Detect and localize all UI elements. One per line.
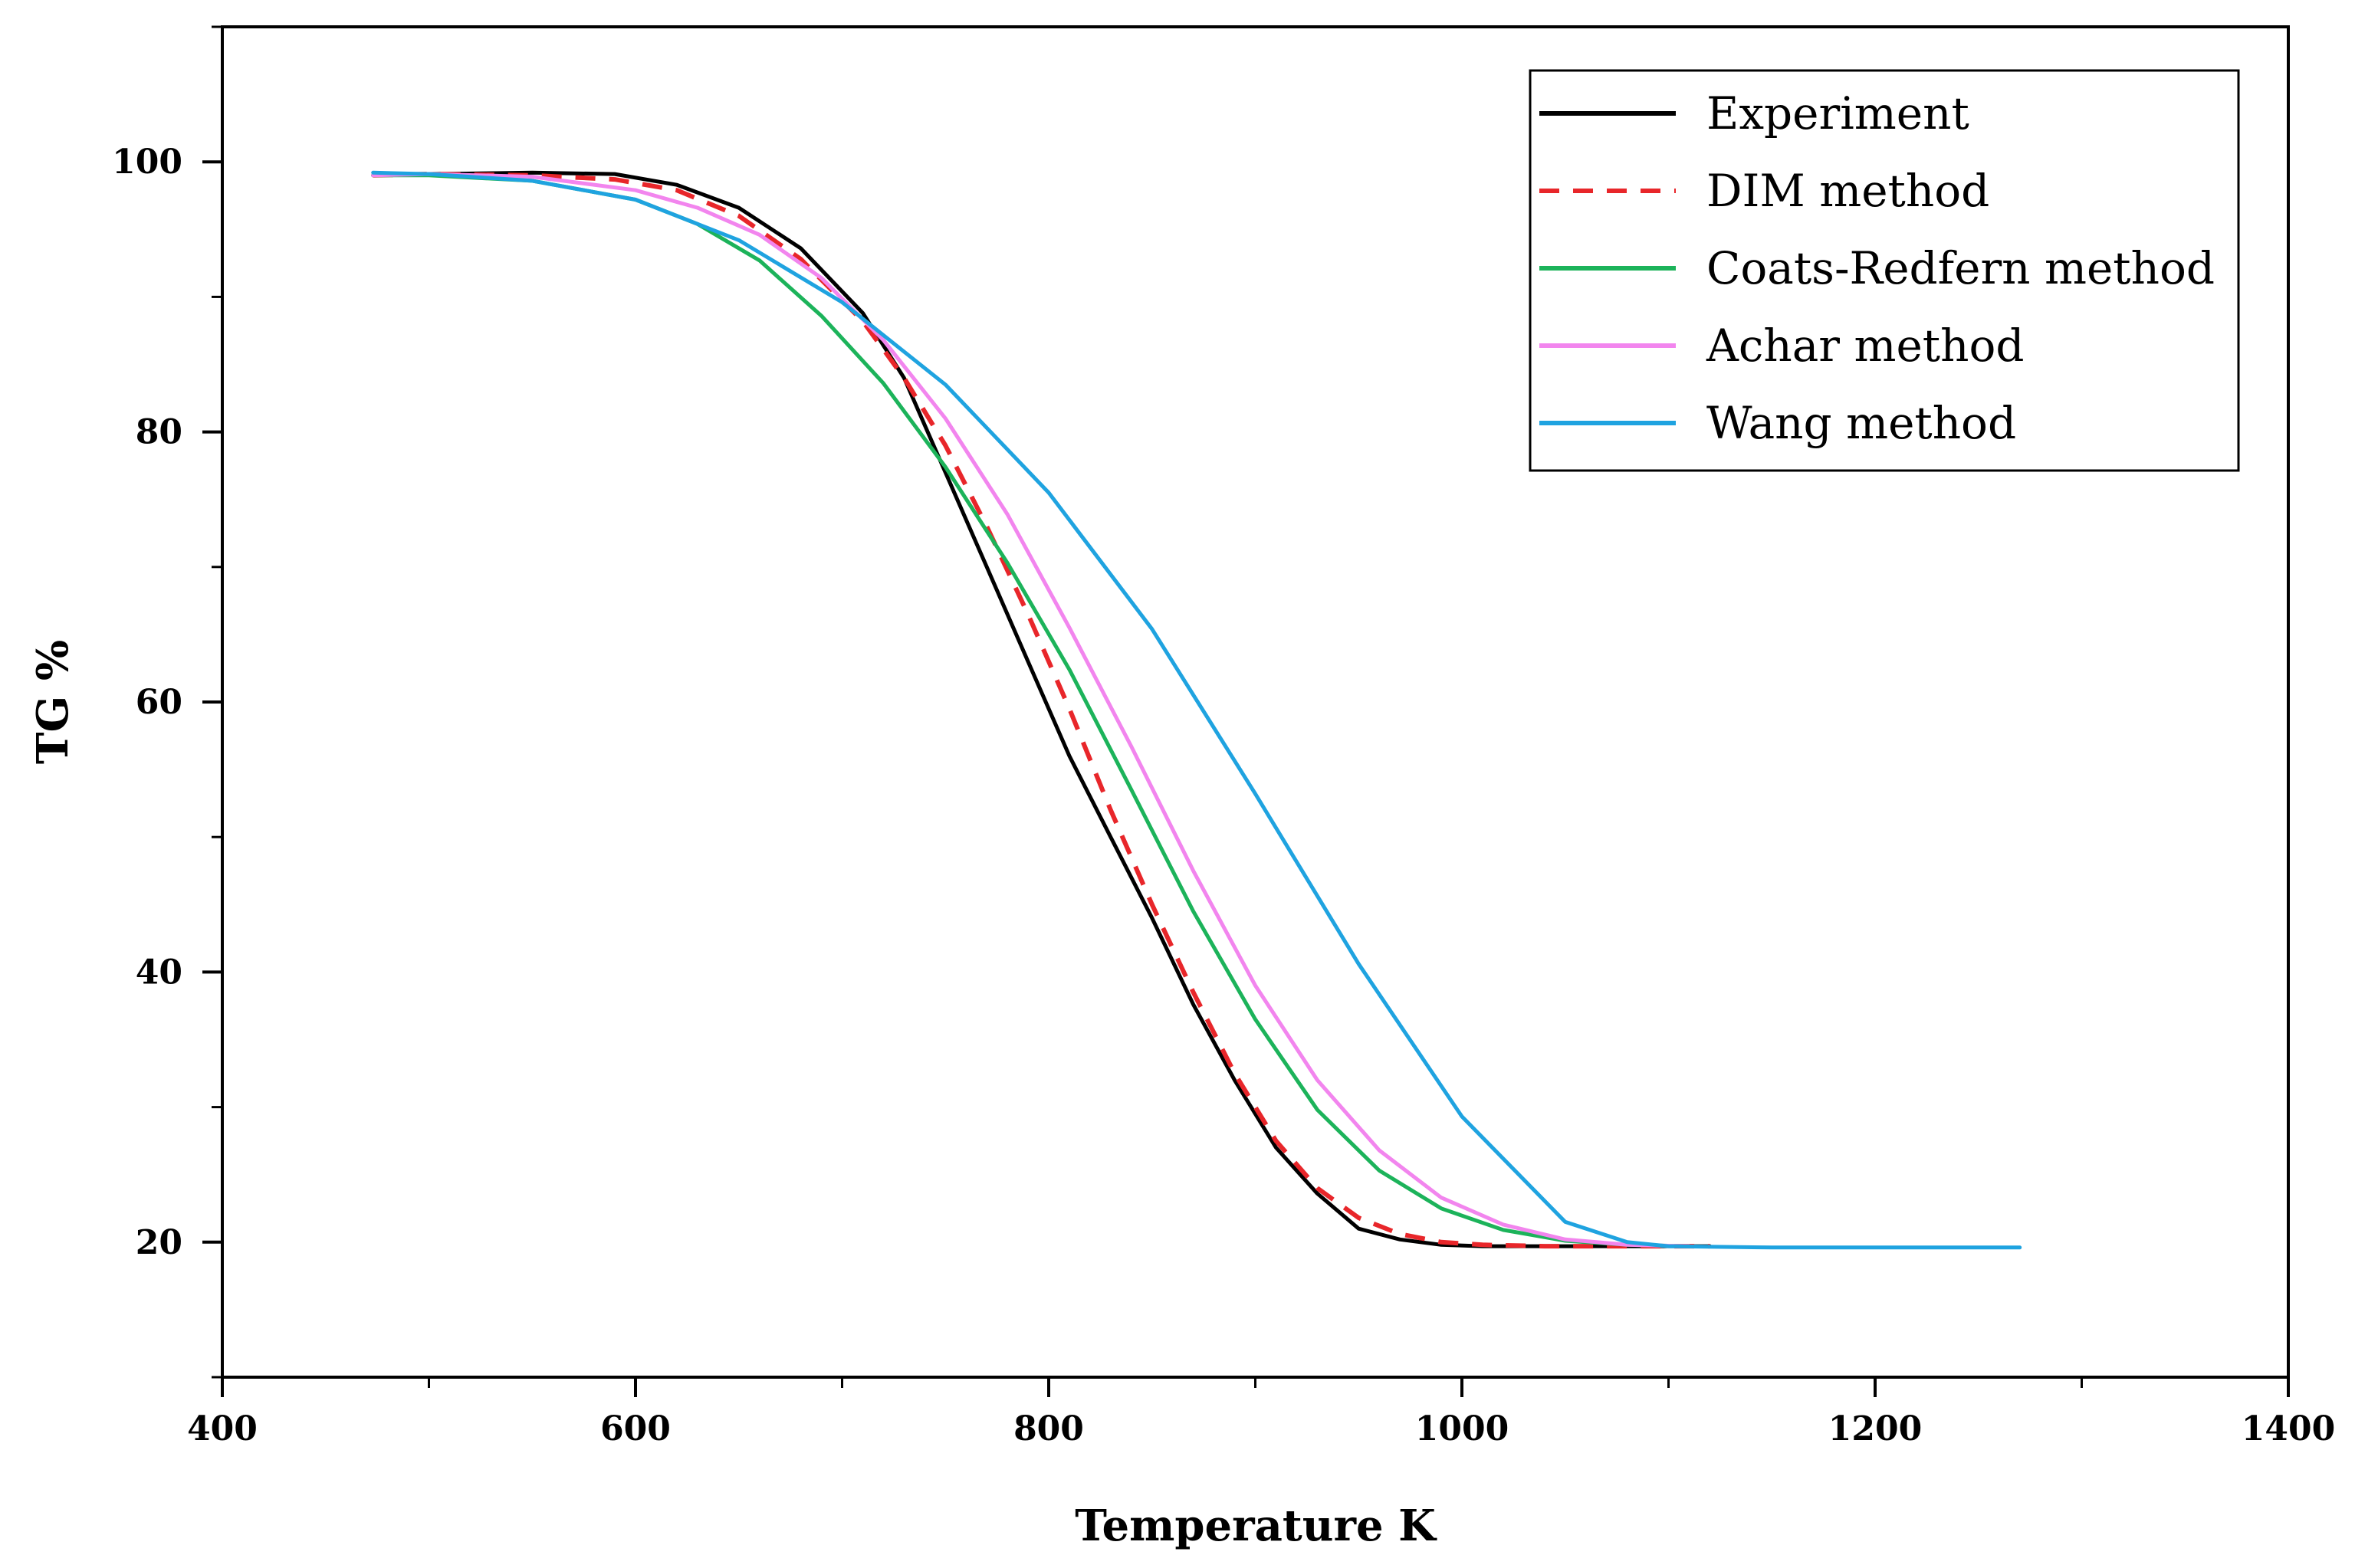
minor-ticks xyxy=(212,25,2083,1388)
x-tick-label: 600 xyxy=(600,1409,671,1448)
y-axis-title: TG % xyxy=(28,640,78,764)
legend-label: Experiment xyxy=(1706,87,1969,139)
legend-label: Wang method xyxy=(1706,397,2016,449)
y-tick-label: 80 xyxy=(136,413,182,452)
legend-label: Achar method xyxy=(1706,320,2025,372)
x-tick-label: 1000 xyxy=(1415,1409,1509,1448)
y-tick-label: 20 xyxy=(136,1223,182,1262)
series-line-coats-redfern-method xyxy=(371,173,1691,1248)
y-axis: 20 40 60 80 100 xyxy=(112,143,222,1262)
series-line-experiment xyxy=(371,170,1712,1248)
series-line-wang-method xyxy=(371,170,2022,1250)
y-tick-label: 100 xyxy=(112,143,182,182)
x-tick-label: 1400 xyxy=(2242,1409,2335,1448)
y-tick-label: 60 xyxy=(136,683,182,722)
series-line-dim-method xyxy=(373,172,1710,1249)
y-tick-label: 40 xyxy=(136,953,182,992)
legend-label: DIM method xyxy=(1706,165,1989,217)
legend: Experiment DIM method Coats-Redfern method… xyxy=(1529,69,2240,472)
legend-label: Coats-Redfern method xyxy=(1706,242,2215,294)
x-axis-title: Temperature K xyxy=(1075,1501,1437,1551)
series-layer xyxy=(371,170,2022,1250)
series-line-achar-method xyxy=(371,172,1691,1248)
x-axis: 400 600 800 1000 1200 1400 xyxy=(187,1377,2335,1448)
x-tick-label: 800 xyxy=(1013,1409,1084,1448)
x-tick-label: 1200 xyxy=(1828,1409,1922,1448)
x-tick-label: 400 xyxy=(187,1409,258,1448)
